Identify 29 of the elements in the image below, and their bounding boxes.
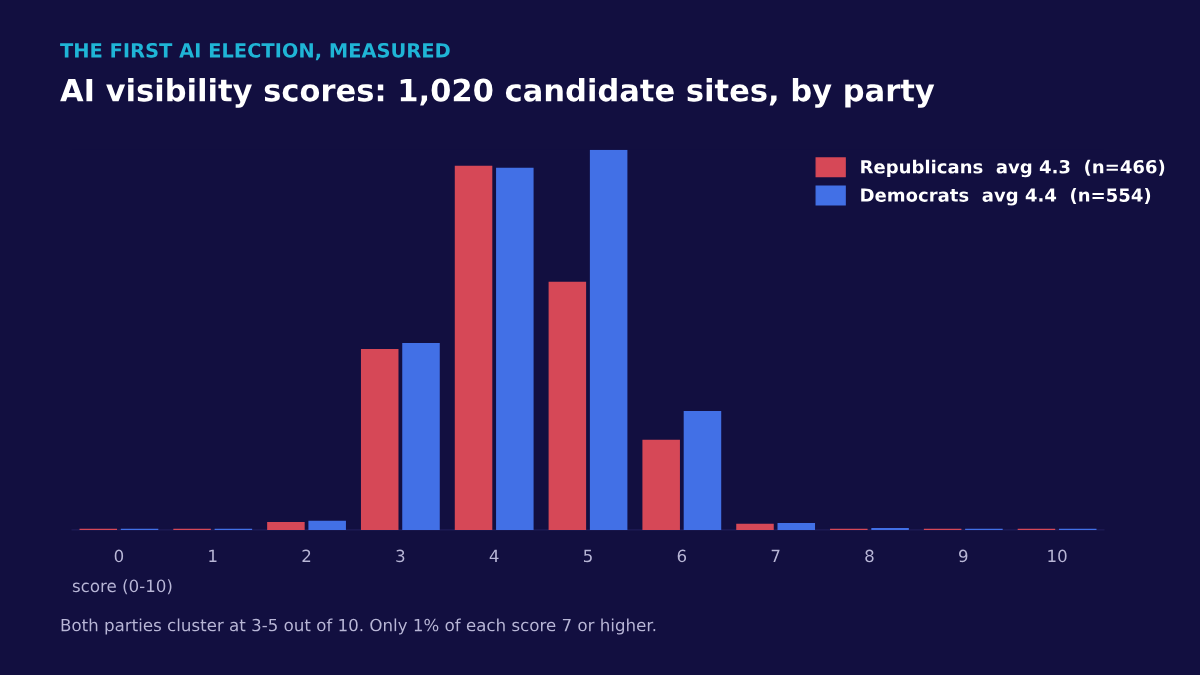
chart-subtitle: THE FIRST AI ELECTION, MEASURED xyxy=(60,42,450,61)
bar xyxy=(642,439,680,530)
bar xyxy=(683,410,722,530)
x-tick-label: 10 xyxy=(1048,549,1067,563)
chart-title: AI visibility scores: 1,020 candidate sites, by party xyxy=(60,78,935,108)
x-tick-label: 6 xyxy=(677,549,687,563)
bar xyxy=(360,348,399,530)
bar xyxy=(267,521,305,530)
x-tick-label: 1 xyxy=(209,549,217,562)
x-tick-label: 5 xyxy=(583,549,592,563)
x-tick-label: 0 xyxy=(114,549,124,563)
bar xyxy=(777,523,816,530)
text: Both parties cluster at 3-5 out of 10. Only 1% of each score 7 or higher. xyxy=(61,618,656,635)
bar xyxy=(496,167,534,530)
bar xyxy=(548,281,587,530)
bar xyxy=(454,165,493,530)
x-tick-label: 9 xyxy=(959,549,968,563)
x-axis-title: score (0-10) xyxy=(72,579,172,595)
bar xyxy=(736,523,774,530)
bar xyxy=(589,149,628,530)
x-tick-label: 2 xyxy=(302,549,311,562)
bar xyxy=(402,342,440,530)
x-tick-label: 3 xyxy=(396,549,405,563)
x-tick-label: 8 xyxy=(865,549,874,563)
x-tick-label: 4 xyxy=(489,549,499,562)
legend-label: Democrats avg 4.4 (n=554) xyxy=(861,187,1151,206)
x-tick-label: 7 xyxy=(771,549,780,562)
bar xyxy=(308,520,346,530)
legend-label: Republicans avg 4.3 (n=466) xyxy=(861,159,1165,178)
